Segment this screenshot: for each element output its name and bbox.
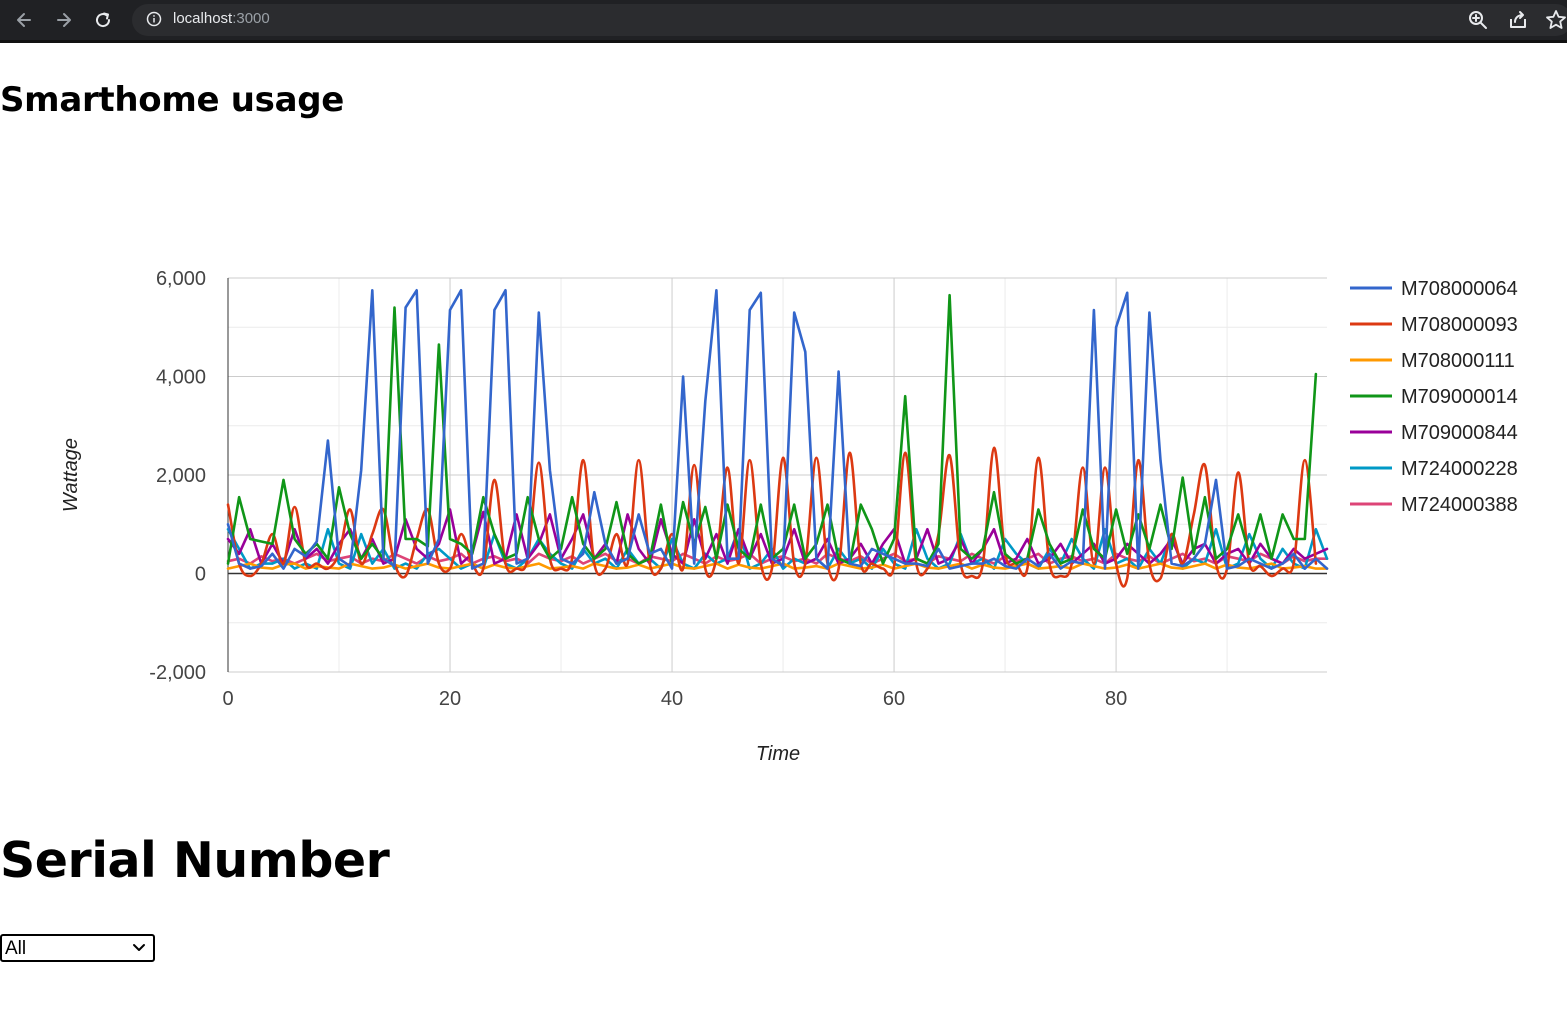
legend-entry-m708000093[interactable]: M708000093 <box>1350 314 1518 336</box>
series-line-m708000064 <box>226 289 1329 570</box>
legend-entry-m724000388[interactable]: M724000388 <box>1350 494 1518 516</box>
y-tick-label: -2,000 <box>149 662 206 684</box>
usage-line-chart: -2,000 0 2,000 4,000 6,000 0 20 40 60 80 M7080000… <box>60 268 1518 765</box>
serial-number-select[interactable]: All <box>0 934 155 962</box>
info-icon[interactable] <box>146 11 162 27</box>
serial-select-value: All <box>5 938 27 959</box>
x-axis-label: Time <box>756 743 800 765</box>
legend-label: M724000388 <box>1401 494 1518 516</box>
legend-entry-m708000064[interactable]: M708000064 <box>1350 278 1518 300</box>
url-text[interactable]: localhost:3000 <box>173 10 270 27</box>
legend-entry-m709000844[interactable]: M709000844 <box>1350 422 1518 444</box>
legend-label: M724000228 <box>1401 458 1518 480</box>
reload-button[interactable] <box>89 6 117 34</box>
legend-entry-m708000111[interactable]: M708000111 <box>1350 350 1515 372</box>
chart-grid <box>228 277 1327 673</box>
y-tick-label: 0 <box>195 564 206 586</box>
back-button[interactable] <box>10 6 38 34</box>
arrow-right-icon <box>57 13 71 27</box>
chart-legend[interactable]: M708000064 M708000093 M708000111 M709000014… <box>1350 278 1518 516</box>
chart-axes: -2,000 0 2,000 4,000 6,000 0 20 40 60 80 <box>149 268 1327 710</box>
share-icon[interactable] <box>1507 9 1529 31</box>
y-tick-label: 4,000 <box>156 367 206 389</box>
y-tick-label: 6,000 <box>156 268 206 290</box>
legend-label: M709000844 <box>1401 422 1518 444</box>
page-title: Smarthome usage <box>0 80 345 120</box>
chart-series <box>226 289 1329 588</box>
series-line-m708000111 <box>226 562 1329 570</box>
legend-label: M708000093 <box>1401 314 1518 336</box>
x-tick-label: 0 <box>222 688 233 710</box>
legend-label: M709000014 <box>1401 386 1518 408</box>
x-tick-label: 60 <box>883 688 905 710</box>
x-tick-label: 40 <box>661 688 683 710</box>
forward-button[interactable] <box>50 6 78 34</box>
serial-number-heading: Serial Number <box>0 832 390 889</box>
zoom-icon[interactable] <box>1467 9 1489 31</box>
chevron-down-icon <box>133 944 145 951</box>
reload-icon <box>96 12 111 28</box>
legend-label: M708000064 <box>1401 278 1518 300</box>
x-tick-label: 20 <box>439 688 461 710</box>
legend-entry-m724000228[interactable]: M724000228 <box>1350 458 1518 480</box>
url-port: :3000 <box>232 10 270 27</box>
series-line-m709000014 <box>226 293 1318 565</box>
bookmark-star-icon[interactable] <box>1545 9 1567 31</box>
url-host: localhost <box>173 10 233 27</box>
address-bar[interactable] <box>132 4 1567 36</box>
arrow-left-icon <box>17 13 31 27</box>
x-tick-label: 80 <box>1105 688 1127 710</box>
legend-entry-m709000014[interactable]: M709000014 <box>1350 386 1518 408</box>
legend-label: M708000111 <box>1401 350 1515 372</box>
y-tick-label: 2,000 <box>156 465 206 487</box>
y-axis-label: Wattage <box>60 438 82 512</box>
browser-toolbar: localhost:3000 <box>0 0 1567 43</box>
